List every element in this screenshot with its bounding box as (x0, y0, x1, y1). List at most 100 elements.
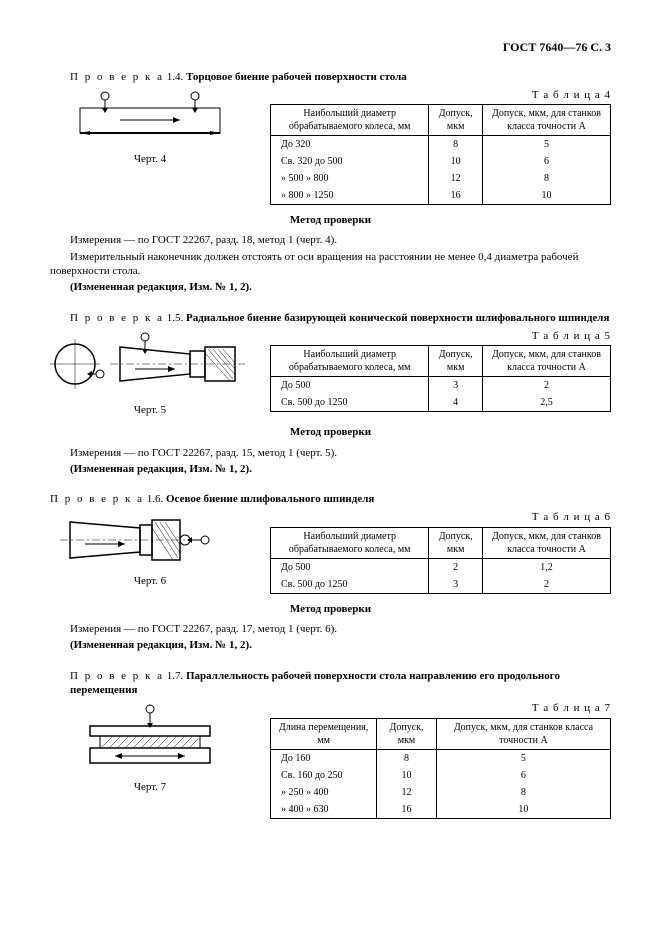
section-1-4: П р о в е р к а 1.4. Торцовое биение раб… (50, 70, 611, 295)
figure-7-svg (70, 701, 230, 776)
body-text: Измерения — по ГОСТ 22267, разд. 17, мет… (50, 622, 611, 636)
table-row: » 400 » 6301610 (271, 801, 611, 819)
table-cell: 3 (429, 576, 483, 594)
table-cell: Св. 160 до 250 (271, 767, 377, 784)
table-cell: 10 (482, 187, 610, 205)
table-cell: 10 (429, 153, 483, 170)
table-cell: 10 (377, 767, 437, 784)
check-num: 1.5. (167, 312, 184, 324)
col-header: Допуск, мкм (429, 527, 483, 558)
table-cell: 5 (436, 749, 610, 767)
table-row: До 50021,2 (271, 558, 611, 576)
table-label: Т а б л и ц а 6 (270, 510, 611, 524)
note: (Измененная редакция, Изм. № 1, 2). (50, 462, 611, 476)
body-text: Измерения — по ГОСТ 22267, разд. 18, мет… (50, 233, 611, 247)
table-cell: Св. 500 до 1250 (271, 576, 429, 594)
table-label: Т а б л и ц а 4 (270, 88, 611, 102)
table-cell: Св. 500 до 1250 (271, 394, 429, 412)
table-cell: 2 (482, 576, 610, 594)
check-name: Торцовое биение рабочей поверхности стол… (186, 71, 407, 83)
table-row: До 16085 (271, 749, 611, 767)
table-label: Т а б л и ц а 7 (270, 701, 611, 715)
check-title: П р о в е р к а 1.4. Торцовое биение раб… (70, 70, 611, 84)
figure-6-svg (60, 510, 240, 570)
table-row: Св. 500 до 125032 (271, 576, 611, 594)
col-header: Допуск, мкм (377, 718, 437, 749)
table-cell: 2,5 (482, 394, 610, 412)
table-cell: До 500 (271, 377, 429, 395)
body-text: Измерения — по ГОСТ 22267, разд. 15, мет… (50, 446, 611, 460)
table-cell: » 400 » 630 (271, 801, 377, 819)
check-name: Осевое биение шлифовального шпинделя (166, 493, 374, 505)
table-body: До 50021,2Св. 500 до 125032 (271, 558, 611, 593)
fig-caption: Черт. 5 (50, 403, 250, 417)
check-title: П р о в е р к а 1.6. Осевое биение шлифо… (50, 492, 611, 506)
table-6: Наибольший диаметр обрабатываемого колес… (270, 527, 611, 594)
table-cell: 2 (429, 558, 483, 576)
table-cell: 1,2 (482, 558, 610, 576)
col-header: Допуск, мкм (429, 105, 483, 136)
check-title: П р о в е р к а 1.7. Параллельность рабо… (70, 669, 611, 698)
table-row: Св. 500 до 125042,5 (271, 394, 611, 412)
page-header: ГОСТ 7640—76 С. 3 (50, 40, 611, 56)
section-1-5: П р о в е р к а 1.5. Радиальное биение б… (50, 311, 611, 476)
table-row: До 32085 (271, 136, 611, 154)
table-cell: 5 (482, 136, 610, 154)
table-cell: » 800 » 1250 (271, 187, 429, 205)
table-cell: 8 (377, 749, 437, 767)
method-title: Метод проверки (50, 213, 611, 227)
table-cell: 6 (482, 153, 610, 170)
table-cell: 6 (436, 767, 610, 784)
table-cell: 12 (429, 170, 483, 187)
table-cell: » 500 » 800 (271, 170, 429, 187)
check-prefix: П р о в е р к а (70, 670, 164, 682)
table-row: » 500 » 800128 (271, 170, 611, 187)
table-cell: До 320 (271, 136, 429, 154)
table-row: Св. 160 до 250106 (271, 767, 611, 784)
fig-caption: Черт. 4 (50, 152, 250, 166)
col-header: Допуск, мкм, для станков класса точности… (482, 527, 610, 558)
check-name: Радиальное биение базирующей конической … (186, 312, 609, 324)
section-1-7: П р о в е р к а 1.7. Параллельность рабо… (50, 669, 611, 819)
col-header: Допуск, мкм, для станков класса точности… (436, 718, 610, 749)
check-prefix: П р о в е р к а (70, 312, 164, 324)
check-num: 1.6. (147, 493, 164, 505)
table-cell: 10 (436, 801, 610, 819)
fig-caption: Черт. 6 (50, 574, 250, 588)
note: (Измененная редакция, Изм. № 1, 2). (50, 280, 611, 294)
table-cell: 8 (482, 170, 610, 187)
table-cell: 2 (482, 377, 610, 395)
section-1-6: П р о в е р к а 1.6. Осевое биение шлифо… (50, 492, 611, 652)
figure-5-svg (50, 329, 250, 399)
col-header: Допуск, мкм (429, 346, 483, 377)
table-cell: 12 (377, 784, 437, 801)
check-prefix: П р о в е р к а (50, 493, 144, 505)
table-label: Т а б л и ц а 5 (270, 329, 611, 343)
table-body: До 32085Св. 320 до 500106 » 500 » 800128… (271, 136, 611, 205)
table-body: До 16085Св. 160 до 250106 » 250 » 400128… (271, 749, 611, 818)
table-cell: Св. 320 до 500 (271, 153, 429, 170)
fig-caption: Черт. 7 (50, 780, 250, 794)
check-prefix: П р о в е р к а (70, 71, 164, 83)
table-cell: » 250 » 400 (271, 784, 377, 801)
table-cell: 8 (429, 136, 483, 154)
table-cell: 3 (429, 377, 483, 395)
col-header: Допуск, мкм, для станков класса точности… (482, 346, 610, 377)
table-row: » 250 » 400128 (271, 784, 611, 801)
table-cell: До 160 (271, 749, 377, 767)
col-header: Наибольший диаметр обрабатываемого колес… (271, 346, 429, 377)
table-row: До 50032 (271, 377, 611, 395)
table-cell: 4 (429, 394, 483, 412)
col-header: Наибольший диаметр обрабатываемого колес… (271, 527, 429, 558)
table-5: Наибольший диаметр обрабатываемого колес… (270, 345, 611, 412)
table-cell: 8 (436, 784, 610, 801)
check-title: П р о в е р к а 1.5. Радиальное биение б… (70, 311, 611, 325)
figure-4-svg (70, 88, 230, 148)
note: (Измененная редакция, Изм. № 1, 2). (50, 638, 611, 652)
col-header: Длина перемещения, мм (271, 718, 377, 749)
table-cell: 16 (377, 801, 437, 819)
table-row: » 800 » 12501610 (271, 187, 611, 205)
col-header: Наибольший диаметр обрабатываемого колес… (271, 105, 429, 136)
table-cell: 16 (429, 187, 483, 205)
table-body: До 50032Св. 500 до 125042,5 (271, 377, 611, 412)
